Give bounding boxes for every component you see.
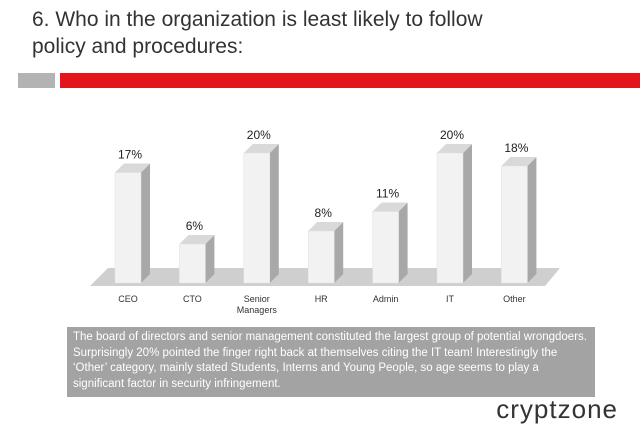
bar-side (527, 157, 537, 283)
value-label: 20% (440, 128, 464, 142)
bar (243, 152, 271, 284)
bar-side (205, 235, 215, 283)
bar-side (463, 144, 472, 283)
value-label: 18% (504, 141, 528, 155)
bar-top (501, 157, 537, 166)
x-tick-label: CEO (118, 294, 138, 304)
x-tick-label: Senior Managers (236, 294, 277, 315)
bar (436, 152, 464, 284)
chart-title: 6. Who in the organization is least like… (32, 8, 483, 58)
x-tick-label: HR (314, 294, 328, 304)
value-label: 11% (376, 187, 399, 201)
caption: The board of directors and senior manage… (67, 327, 595, 397)
bar (114, 172, 142, 284)
bar-top (308, 222, 344, 231)
bar-top (115, 163, 150, 173)
x-tick-label: CTO (182, 294, 202, 304)
bar-side (269, 144, 279, 283)
bar (179, 243, 206, 284)
bar-top (243, 144, 279, 153)
bar-top (179, 235, 215, 244)
x-tick-label: Other (503, 294, 526, 304)
value-label: 6% (186, 219, 204, 233)
accent-red (60, 73, 640, 88)
bar-side (398, 202, 408, 283)
value-label: 20% (247, 128, 271, 142)
value-label: 17% (118, 148, 142, 162)
bar-top (437, 144, 472, 153)
logo: cryptzone (496, 394, 618, 424)
bar (372, 211, 399, 284)
x-tick-label: IT (446, 294, 454, 304)
x-tick-label: Admin (372, 294, 399, 304)
value-label: 8% (315, 206, 333, 220)
bar (307, 230, 335, 284)
bar-top (372, 202, 408, 212)
bar (501, 165, 528, 284)
bar-side (334, 222, 344, 283)
accent-gray (18, 73, 55, 88)
bar-side (141, 163, 150, 283)
